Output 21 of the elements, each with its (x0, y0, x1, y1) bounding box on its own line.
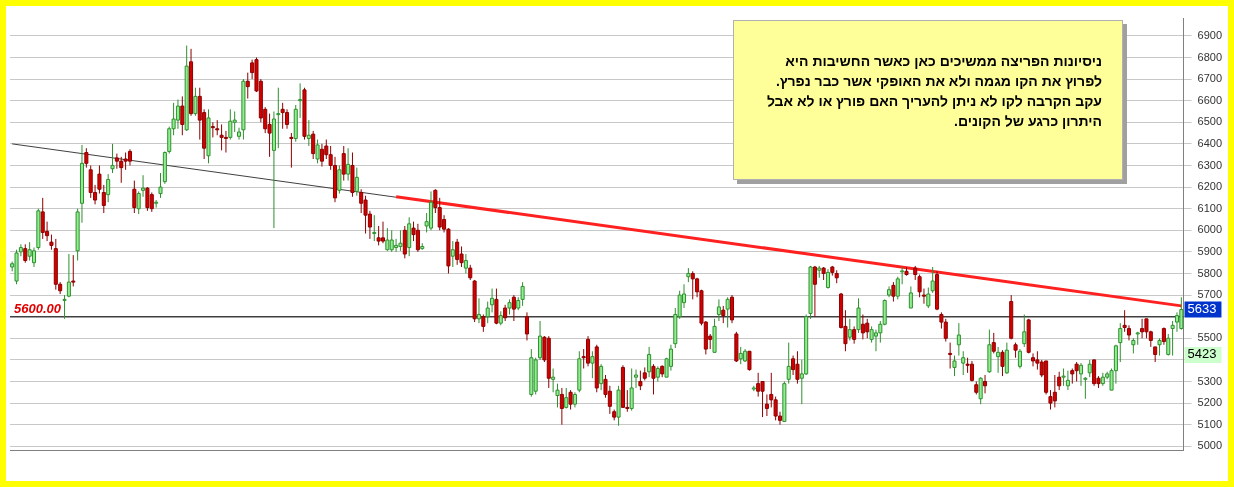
y-tick-label: 5500 (1197, 331, 1223, 344)
y-tick-label: 5700 (1197, 288, 1223, 301)
y-tick-label: 6500 (1197, 115, 1223, 128)
y-tick-label: 5200 (1197, 396, 1223, 409)
y-tick-label: 5100 (1197, 417, 1223, 430)
y-tick-label: 5900 (1197, 244, 1223, 257)
y-tick-label: 6300 (1197, 158, 1223, 171)
annotation: 5633 (1187, 301, 1217, 317)
y-tick-label: 6100 (1197, 201, 1223, 214)
y-tick-label: 5000 (1197, 439, 1223, 452)
y-tick-label: 6600 (1197, 93, 1223, 106)
y-tick-label: 5300 (1197, 374, 1223, 387)
y-tick-label: 6900 (1197, 28, 1223, 41)
y-tick-label: 5800 (1197, 266, 1223, 279)
y-tick-label: 6700 (1197, 72, 1223, 85)
y-tick-label: 6400 (1197, 136, 1223, 149)
y-tick-label: 6200 (1197, 180, 1223, 193)
ref-line-label: 5600.00 (14, 300, 62, 316)
annotation: 5423 (1187, 346, 1217, 362)
y-tick-label: 6800 (1197, 50, 1223, 63)
y-tick-label: 6000 (1197, 223, 1223, 236)
